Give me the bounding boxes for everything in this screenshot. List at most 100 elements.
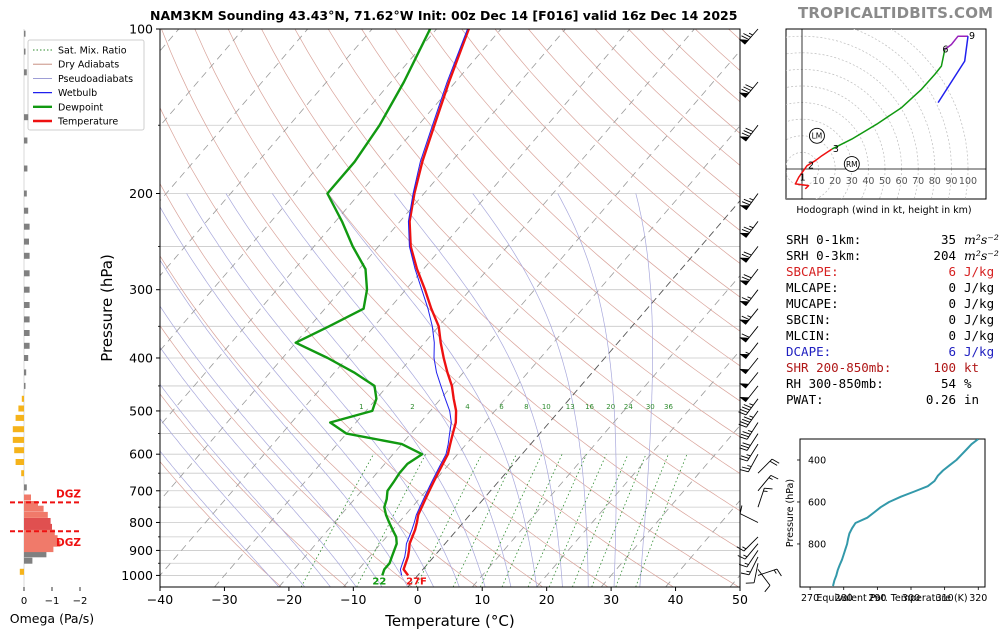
wind-barbs — [736, 28, 782, 593]
wind-barb — [757, 474, 779, 492]
index-value: 204 — [933, 248, 956, 263]
wind-barb — [739, 308, 759, 325]
index-name: MLCIN: — [786, 328, 832, 343]
index-row: DCAPE: 6 J/kg — [786, 344, 999, 360]
index-unit: in — [964, 392, 980, 407]
omega-bar — [24, 270, 30, 277]
theta-e-tick-label: 270 — [801, 593, 819, 604]
omega-bar — [24, 330, 30, 336]
wind-barb — [745, 563, 759, 584]
hodograph-ring-label: 10 — [813, 176, 825, 187]
omega-bar — [24, 540, 61, 547]
x-tick-label: 50 — [732, 592, 748, 607]
theta-e-tick-label: 280 — [835, 593, 853, 604]
mixing-ratio-label: 6 — [499, 403, 504, 411]
x-tick-label: −20 — [276, 592, 302, 607]
wind-barb — [739, 326, 759, 343]
index-unit: % — [964, 376, 972, 391]
wind-barb — [738, 398, 759, 416]
wind-barb — [757, 458, 780, 474]
omega-bar — [24, 137, 28, 144]
y-tick-label: 400 — [129, 350, 153, 365]
hodograph-ring-label: 100 — [959, 176, 977, 187]
omega-bar — [24, 511, 48, 518]
x-tick-label: 0 — [414, 592, 422, 607]
omega-bar — [24, 501, 38, 507]
index-unit: kt — [964, 360, 980, 375]
mixing-ratio-label: 20 — [606, 403, 615, 411]
legend-item: Wetbulb — [58, 88, 97, 99]
mixing-ratio-label: 36 — [664, 403, 673, 411]
y-tick-label: 600 — [129, 447, 153, 462]
index-row: SRH 0-1km: 35 m²s⁻² — [786, 232, 999, 248]
y-tick-label: 300 — [129, 282, 153, 297]
index-name: SRH 0-3km: — [786, 248, 862, 263]
index-row: RH 300-850mb: 54% — [786, 376, 999, 392]
wind-barb — [739, 372, 759, 389]
omega-bar — [24, 114, 29, 121]
omega-bar — [24, 535, 58, 542]
index-name: MUCAPE: — [786, 296, 839, 311]
index-unit: J/kg — [964, 328, 995, 343]
surface-dewpoint-label: 22 — [372, 576, 386, 587]
legend-item: Dewpoint — [58, 102, 103, 113]
wind-barb — [739, 342, 759, 359]
wind-barb — [736, 536, 759, 552]
hodograph-height-label: 6 — [942, 44, 948, 55]
index-unit: J/kg — [964, 264, 995, 279]
hodograph-height-label: 3 — [833, 144, 839, 155]
index-name: SRH 0-1km: — [786, 232, 862, 247]
omega-bar — [24, 382, 26, 389]
mixing-ratio-label: 2 — [410, 403, 414, 411]
omega-bar — [12, 426, 24, 433]
hodograph-ring-label: 20 — [829, 176, 841, 187]
hodograph: 10 20 30 40 50 60 70 80 90 100 12 3 6 9 LM RM — [785, 28, 987, 200]
omega-bar — [24, 316, 30, 323]
series-wetbulb-line — [399, 29, 468, 576]
wind-barb — [757, 487, 773, 508]
omega-bar — [24, 207, 29, 214]
omega-bar — [24, 551, 47, 558]
theta-e-line — [832, 439, 979, 587]
omega-bar — [24, 529, 55, 536]
index-value: 0 — [948, 280, 956, 295]
y-axis-label: Pressure (hPa) — [98, 254, 116, 362]
mixing-ratio-label: 24 — [624, 403, 633, 411]
omega-bar — [24, 165, 28, 172]
index-value: 6 — [948, 264, 956, 279]
mixing-ratio-label: 16 — [585, 403, 594, 411]
omega-bar — [24, 557, 33, 564]
mixing-ratio-label: 10 — [542, 403, 551, 411]
y-tick-label: 500 — [129, 403, 153, 418]
mixing-ratio-label: 4 — [465, 403, 470, 411]
index-row: PWAT: 0.26 in — [786, 392, 999, 408]
omega-bar — [24, 505, 44, 512]
dgz-label-bottom: DGZ — [56, 537, 81, 549]
index-value: 0 — [948, 312, 956, 327]
theta-e-tick-label: 300 — [902, 593, 920, 604]
skewt-frame — [159, 28, 741, 588]
wind-barb — [739, 289, 759, 307]
omega-bar — [24, 69, 27, 76]
omega-bar — [24, 48, 26, 55]
theta-e-tick-label: 290 — [868, 593, 886, 604]
wind-barb — [739, 268, 759, 286]
omega-bar — [18, 405, 24, 412]
index-row: MLCAPE: 0 J/kg — [786, 280, 999, 296]
omega-tick-label: −1 — [45, 596, 60, 607]
omega-panel: DGZ DGZ 0 −1 −2 Omega (Pa/s) — [10, 29, 94, 626]
wind-barb — [739, 443, 759, 462]
omega-bar — [24, 523, 52, 530]
omega-bar — [24, 355, 29, 361]
wind-barb — [739, 193, 759, 211]
hodograph-ring-label: 30 — [846, 176, 858, 187]
wind-barb — [738, 28, 759, 45]
omega-bar — [24, 190, 27, 197]
index-name: PWAT: — [786, 392, 824, 407]
x-axis-label: Temperature (°C) — [384, 612, 514, 630]
mixing-ratio-label: 13 — [566, 403, 575, 411]
index-name: SBCIN: — [786, 312, 832, 327]
hodograph-ring-label: 60 — [896, 176, 908, 187]
legend-item: Dry Adiabats — [58, 60, 119, 71]
mixing-ratio-label: 30 — [646, 403, 655, 411]
